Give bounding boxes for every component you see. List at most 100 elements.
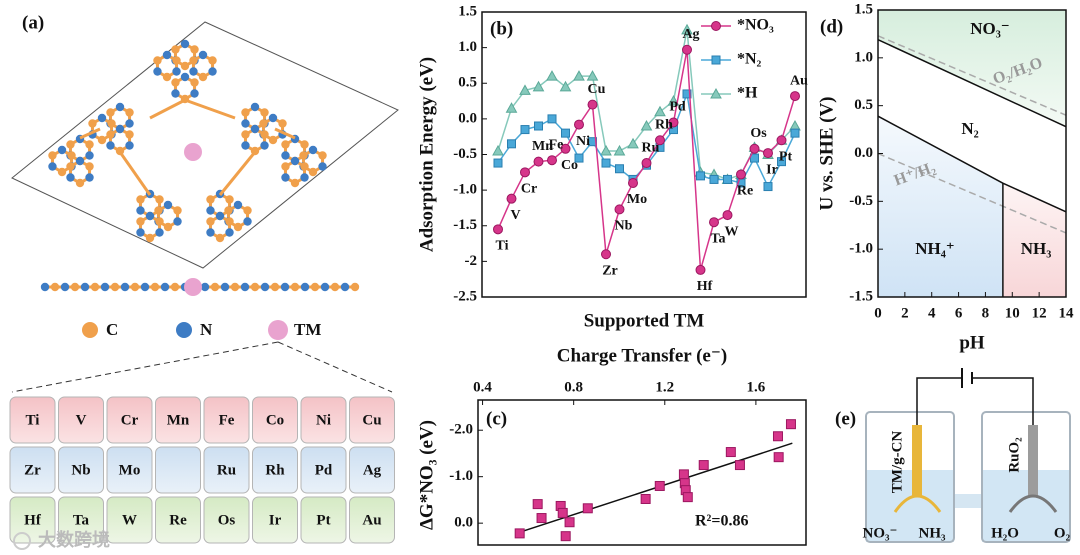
point-label: Cu <box>588 82 606 97</box>
marker <box>520 125 530 135</box>
atom <box>243 206 252 215</box>
atom <box>75 156 85 166</box>
legend-label: C <box>106 320 118 339</box>
marker <box>546 70 558 81</box>
marker <box>505 102 518 113</box>
atom <box>163 200 173 210</box>
atom <box>171 45 180 54</box>
atom <box>198 50 208 60</box>
x-axis-label: Supported TM <box>584 310 705 331</box>
element-cell <box>9 446 56 494</box>
x-tick-label: 2 <box>901 305 909 321</box>
atom <box>189 56 198 65</box>
element-cell <box>58 396 104 444</box>
element-cell <box>349 446 395 494</box>
atom <box>106 130 115 139</box>
y-tick-label: -1.5 <box>849 288 873 304</box>
y-tick-label: 1.0 <box>458 39 477 55</box>
point <box>514 528 525 539</box>
atom <box>66 140 75 149</box>
element-cell <box>252 496 298 544</box>
panel-label: (b) <box>490 18 513 39</box>
y-tick-label: 0.0 <box>458 110 477 126</box>
atom <box>85 162 94 171</box>
atom <box>250 282 260 292</box>
legend-label: N <box>200 320 213 339</box>
y-tick-label: 1.5 <box>854 1 873 17</box>
marker <box>763 182 773 192</box>
atom <box>85 173 94 182</box>
point <box>654 480 665 491</box>
element-cell <box>203 396 250 444</box>
point-label: Co <box>561 158 578 173</box>
element-symbol: Fe <box>219 412 235 428</box>
atom <box>180 72 190 82</box>
atom <box>243 217 252 226</box>
marker <box>493 224 503 235</box>
molecule <box>40 39 360 296</box>
marker <box>601 158 611 168</box>
point-label: Zr <box>602 263 618 278</box>
atom <box>85 151 94 160</box>
atom <box>340 282 350 292</box>
atom <box>290 178 300 188</box>
atom <box>280 282 290 292</box>
atom <box>241 119 250 128</box>
atom <box>145 211 155 221</box>
atom <box>300 162 309 171</box>
atom <box>190 89 199 98</box>
element-cell <box>203 496 250 544</box>
atom <box>60 282 70 292</box>
atom <box>225 195 234 204</box>
atom <box>48 151 57 160</box>
atom <box>155 217 164 226</box>
y-tick-label: -1.0 <box>849 241 873 257</box>
marker <box>507 139 516 149</box>
point-label: Fe <box>549 137 564 152</box>
marker <box>586 70 599 81</box>
point-label: Mn <box>532 139 553 154</box>
y-axis-label: Adsorption Energy (eV) <box>416 57 437 252</box>
atom <box>115 124 125 134</box>
atom <box>162 50 172 60</box>
point-label: W <box>725 224 739 239</box>
y-tick-label: -0.5 <box>849 193 873 209</box>
atom <box>308 145 318 155</box>
atom <box>154 206 163 215</box>
atom <box>281 173 290 182</box>
atom <box>299 151 308 160</box>
watermark-logo <box>13 532 31 550</box>
atom <box>318 151 327 160</box>
legend-swatch <box>268 320 288 340</box>
marker <box>709 217 719 228</box>
atom <box>268 113 278 123</box>
atom <box>75 178 85 188</box>
atom <box>241 130 250 139</box>
marker <box>614 204 625 215</box>
marker <box>601 249 611 260</box>
atom <box>241 141 250 150</box>
marker <box>574 153 584 163</box>
tm-atom <box>184 143 202 161</box>
atom <box>260 130 269 139</box>
atom <box>170 282 180 292</box>
bond <box>118 151 152 196</box>
marker <box>640 119 653 131</box>
element-symbol: Rh <box>265 462 285 478</box>
phase-boundary <box>877 38 1067 128</box>
element-symbol: Re <box>169 512 187 528</box>
point-label: Pt <box>779 149 793 164</box>
y-tick-label: 0.0 <box>854 145 873 161</box>
panel-label: (c) <box>486 408 507 429</box>
point-label: Ta <box>710 231 725 246</box>
reference-line <box>877 35 1067 116</box>
panel-label: (e) <box>835 408 856 429</box>
x-tick-label: 8 <box>982 305 990 321</box>
x-tick-label: 0 <box>874 305 882 321</box>
atom <box>145 233 155 243</box>
atom <box>155 228 164 237</box>
legend-label: *N₂ <box>737 51 762 68</box>
marker <box>710 87 722 99</box>
x-tick-label: 6 <box>955 305 963 321</box>
bond <box>149 98 186 120</box>
